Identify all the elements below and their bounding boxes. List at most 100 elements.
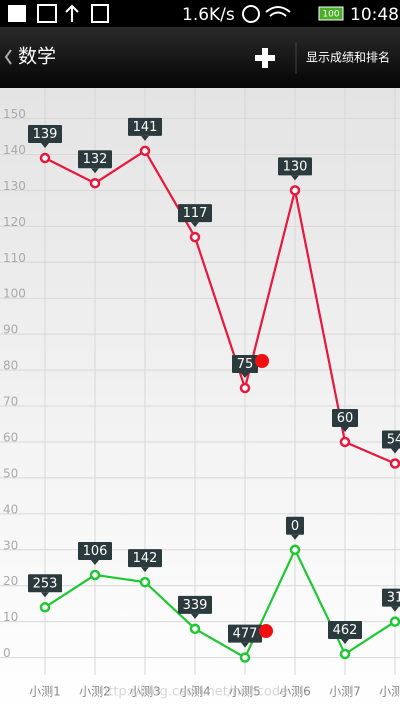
point-label: 141 bbox=[133, 120, 158, 135]
label-pointer bbox=[191, 613, 199, 619]
point-label: 339 bbox=[183, 598, 208, 613]
label-box bbox=[286, 516, 304, 535]
y-tick-label: 70 bbox=[3, 395, 18, 409]
point-label: 477 bbox=[233, 627, 258, 642]
label-box bbox=[332, 408, 358, 427]
status-icon bbox=[37, 4, 57, 23]
point bbox=[389, 458, 400, 469]
point bbox=[289, 185, 301, 196]
x-tick-label: 小测4 bbox=[179, 685, 211, 699]
y-tick-label: 30 bbox=[3, 538, 18, 552]
alarm-icon bbox=[242, 5, 260, 23]
x-tick-label: 小测6 bbox=[279, 685, 311, 699]
label-box bbox=[232, 355, 258, 374]
point-label: 142 bbox=[133, 551, 158, 566]
wifi-icon bbox=[265, 6, 291, 17]
y-tick-label: 120 bbox=[3, 215, 26, 229]
point bbox=[289, 544, 301, 556]
label-pointer bbox=[291, 534, 299, 540]
label-pointer bbox=[41, 592, 49, 598]
label-pointer bbox=[141, 135, 149, 141]
series-line bbox=[44, 149, 396, 465]
y-tick-label: 40 bbox=[3, 502, 18, 516]
label-pointer bbox=[391, 606, 399, 612]
point bbox=[189, 231, 201, 243]
chart-bg bbox=[0, 88, 400, 711]
point-label: 75 bbox=[237, 357, 254, 372]
usb-icon bbox=[65, 4, 79, 22]
x-tick-label: 小测2 bbox=[79, 685, 111, 699]
net-speed: 1.6K/s bbox=[182, 5, 235, 25]
y-tick-label: 110 bbox=[3, 251, 26, 265]
label-box bbox=[328, 621, 362, 640]
point-label: 106 bbox=[83, 544, 108, 559]
y-tick-label: 0 bbox=[3, 646, 11, 660]
label-box bbox=[128, 117, 162, 136]
y-tick-label: 140 bbox=[3, 143, 26, 157]
point-label: 253 bbox=[33, 576, 58, 591]
point bbox=[339, 648, 351, 660]
label-pointer bbox=[141, 567, 149, 573]
y-tick-label: 50 bbox=[3, 466, 18, 480]
battery-icon bbox=[318, 6, 344, 21]
status-icon bbox=[8, 5, 26, 22]
point-label: 54 bbox=[387, 433, 400, 448]
point-label: 139 bbox=[33, 127, 58, 142]
back-button[interactable] bbox=[4, 49, 12, 65]
point bbox=[339, 436, 351, 448]
y-tick-label: 130 bbox=[3, 179, 26, 193]
point-label: 31 bbox=[387, 591, 400, 606]
y-tick-label: 150 bbox=[3, 107, 26, 121]
label-pointer bbox=[241, 642, 249, 648]
plot: 0 10 20 30 40 50 60 70 80 90 100 110 120 130 140 150 小测1… bbox=[0, 88, 400, 700]
highlight-dot bbox=[255, 354, 269, 368]
label-pointer bbox=[291, 175, 299, 181]
label-box bbox=[78, 150, 112, 169]
point bbox=[239, 652, 251, 663]
point bbox=[189, 623, 201, 635]
add-button[interactable] bbox=[255, 48, 275, 68]
label-pointer bbox=[341, 426, 349, 432]
point-label: 132 bbox=[83, 152, 108, 167]
label-box bbox=[28, 125, 62, 144]
point bbox=[139, 576, 151, 588]
y-tick-label: 90 bbox=[3, 323, 18, 337]
y-tick-label: 80 bbox=[3, 359, 18, 373]
point bbox=[39, 152, 51, 164]
x-tick-label: 小测8 bbox=[379, 685, 400, 699]
y-tick-label: 100 bbox=[3, 287, 26, 301]
point-label: 117 bbox=[183, 206, 208, 221]
label-pointer bbox=[91, 168, 99, 174]
point-label: 130 bbox=[283, 159, 308, 174]
x-tick-label: 小测3 bbox=[129, 685, 161, 699]
label-box bbox=[228, 624, 262, 643]
point-label: 60 bbox=[337, 411, 354, 426]
point-label: 0 bbox=[291, 519, 299, 534]
label-box bbox=[28, 574, 62, 593]
label-box bbox=[178, 595, 212, 614]
point bbox=[39, 602, 51, 613]
label-pointer bbox=[391, 448, 399, 454]
label-box bbox=[382, 430, 400, 449]
label-box bbox=[78, 541, 112, 560]
label-pointer bbox=[41, 143, 49, 149]
point bbox=[139, 145, 151, 157]
header-action[interactable]: 显示成绩和排名 bbox=[306, 50, 390, 65]
label-pointer bbox=[91, 559, 99, 565]
clock: 10:48 bbox=[350, 5, 399, 25]
x-tick-label: 小测5 bbox=[229, 685, 261, 699]
point bbox=[89, 177, 101, 189]
x-tick-label: 小测1 bbox=[29, 685, 61, 699]
y-tick-label: 10 bbox=[3, 610, 18, 624]
point bbox=[389, 616, 400, 627]
battery-level: 100 bbox=[322, 10, 339, 20]
label-pointer bbox=[341, 639, 349, 645]
label-box bbox=[278, 157, 312, 176]
x-tick-label: 小测7 bbox=[329, 685, 361, 699]
header-title: 数学 bbox=[18, 46, 56, 68]
point bbox=[89, 569, 101, 581]
highlight-dot bbox=[259, 624, 273, 638]
status-icon bbox=[91, 4, 109, 23]
point-label: 462 bbox=[333, 623, 358, 638]
header bbox=[0, 27, 400, 88]
